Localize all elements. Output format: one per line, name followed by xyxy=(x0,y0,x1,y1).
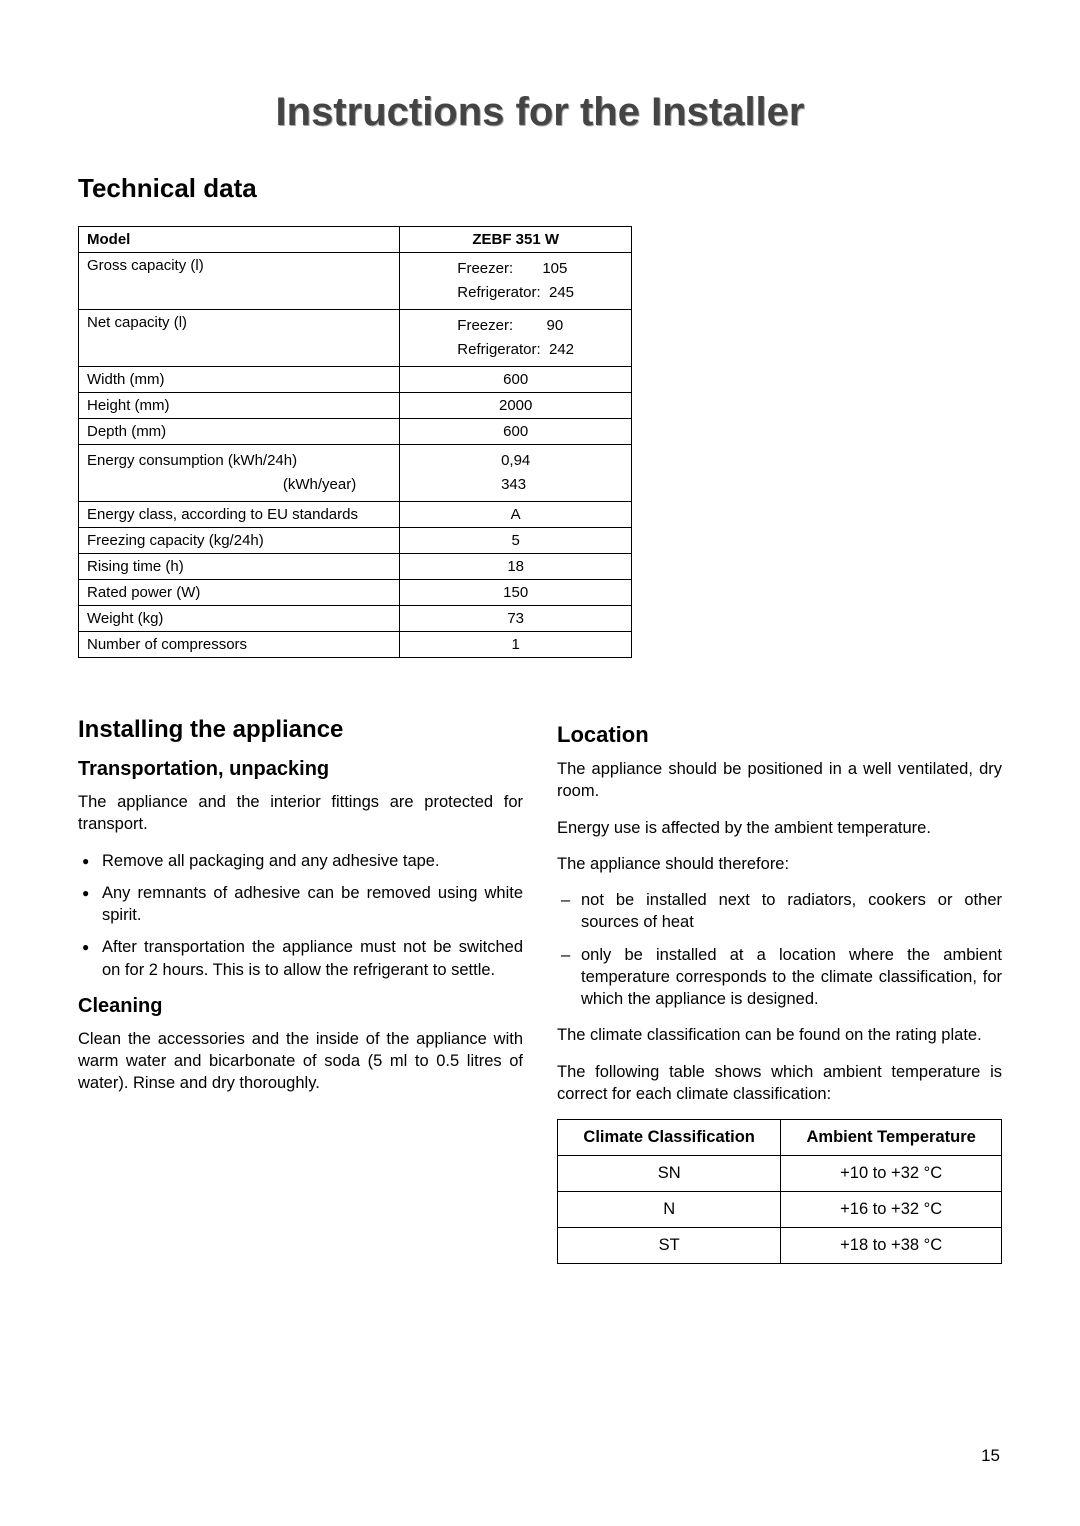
table-cell: 5 xyxy=(399,528,631,554)
body-text: Energy use is affected by the ambient te… xyxy=(557,817,1002,839)
table-row: Depth (mm)600 xyxy=(79,419,632,445)
table-cell: +18 to +38 °C xyxy=(781,1228,1002,1264)
table-cell: 1 xyxy=(399,632,631,658)
table-cell: Freezer: 105 Refrigerator: 245 xyxy=(399,253,631,310)
table-row: Freezing capacity (kg/24h)5 xyxy=(79,528,632,554)
table-row: ST+18 to +38 °C xyxy=(558,1228,1002,1264)
table-header: Climate Classification xyxy=(558,1120,781,1156)
list-item: After transportation the appliance must … xyxy=(78,936,523,981)
body-text: The appliance should therefore: xyxy=(557,853,1002,875)
right-column: Location The appliance should be positio… xyxy=(557,716,1002,1264)
body-text: The appliance and the interior fittings … xyxy=(78,791,523,836)
table-cell: 18 xyxy=(399,554,631,580)
list-item: only be installed at a location where th… xyxy=(557,944,1002,1011)
location-heading: Location xyxy=(557,722,1002,748)
table-cell: N xyxy=(558,1192,781,1228)
table-cell: +16 to +32 °C xyxy=(781,1192,1002,1228)
table-cell: 2000 xyxy=(399,393,631,419)
body-text: The following table shows which ambient … xyxy=(557,1061,1002,1106)
table-row: Energy consumption (kWh/24h) (kWh/year)0… xyxy=(79,445,632,502)
table-row: Height (mm)2000 xyxy=(79,393,632,419)
table-cell: Rated power (W) xyxy=(79,580,400,606)
table-header: ZEBF 351 W xyxy=(399,227,631,253)
table-row: Net capacity (l)Freezer: 90 Refrigerator… xyxy=(79,310,632,367)
body-text: The climate classification can be found … xyxy=(557,1024,1002,1046)
table-header: Model xyxy=(79,227,400,253)
list-item: Remove all packaging and any adhesive ta… xyxy=(78,850,523,872)
table-cell: Net capacity (l) xyxy=(79,310,400,367)
transport-heading: Transportation, unpacking xyxy=(78,758,523,781)
table-cell: Freezing capacity (kg/24h) xyxy=(79,528,400,554)
technical-data-table: ModelZEBF 351 WGross capacity (l)Freezer… xyxy=(78,226,632,658)
table-cell: Energy class, according to EU standards xyxy=(79,502,400,528)
bullet-list: Remove all packaging and any adhesive ta… xyxy=(78,850,523,981)
table-cell: ST xyxy=(558,1228,781,1264)
table-row: Rated power (W)150 xyxy=(79,580,632,606)
table-cell: A xyxy=(399,502,631,528)
table-cell: Rising time (h) xyxy=(79,554,400,580)
table-cell: SN xyxy=(558,1156,781,1192)
table-row: Rising time (h)18 xyxy=(79,554,632,580)
left-column: Installing the appliance Transportation,… xyxy=(78,716,523,1264)
page-title: Instructions for the Installer xyxy=(78,90,1002,135)
table-cell: Number of compressors xyxy=(79,632,400,658)
table-header: Ambient Temperature xyxy=(781,1120,1002,1156)
table-row: N+16 to +32 °C xyxy=(558,1192,1002,1228)
technical-data-heading: Technical data xyxy=(78,173,1002,204)
installing-heading: Installing the appliance xyxy=(78,716,523,744)
table-cell: Height (mm) xyxy=(79,393,400,419)
table-row: Width (mm)600 xyxy=(79,367,632,393)
dash-list: not be installed next to radiators, cook… xyxy=(557,889,1002,1010)
page-number: 15 xyxy=(981,1446,1000,1466)
table-cell: Energy consumption (kWh/24h) (kWh/year) xyxy=(79,445,400,502)
table-cell: Depth (mm) xyxy=(79,419,400,445)
table-cell: Freezer: 90 Refrigerator: 242 xyxy=(399,310,631,367)
table-cell: 0,94 343 xyxy=(399,445,631,502)
list-item: Any remnants of adhesive can be removed … xyxy=(78,882,523,927)
table-cell: 600 xyxy=(399,419,631,445)
cleaning-heading: Cleaning xyxy=(78,995,523,1018)
table-row: Weight (kg)73 xyxy=(79,606,632,632)
list-item: not be installed next to radiators, cook… xyxy=(557,889,1002,934)
table-cell: +10 to +32 °C xyxy=(781,1156,1002,1192)
table-cell: 73 xyxy=(399,606,631,632)
table-cell: Gross capacity (l) xyxy=(79,253,400,310)
table-cell: 150 xyxy=(399,580,631,606)
body-text: Clean the accessories and the inside of … xyxy=(78,1028,523,1095)
table-row: Gross capacity (l)Freezer: 105 Refrigera… xyxy=(79,253,632,310)
table-row: Energy class, according to EU standardsA xyxy=(79,502,632,528)
table-row: Number of compressors1 xyxy=(79,632,632,658)
table-row: SN+10 to +32 °C xyxy=(558,1156,1002,1192)
table-cell: Weight (kg) xyxy=(79,606,400,632)
body-text: The appliance should be positioned in a … xyxy=(557,758,1002,803)
climate-table: Climate Classification Ambient Temperatu… xyxy=(557,1119,1002,1264)
table-cell: Width (mm) xyxy=(79,367,400,393)
table-cell: 600 xyxy=(399,367,631,393)
